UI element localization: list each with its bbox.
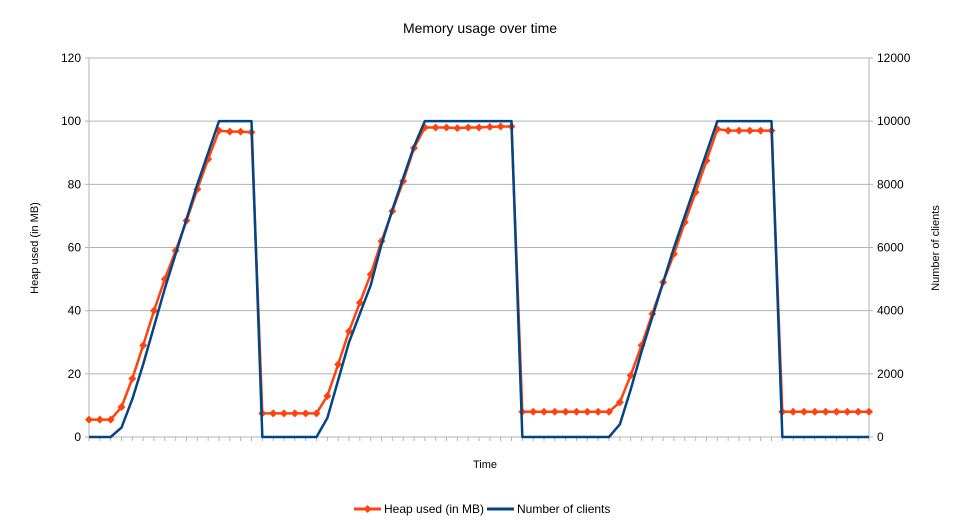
y-axis-label: Heap used (in MB) xyxy=(29,202,41,294)
heap-point xyxy=(572,407,581,416)
heap-point xyxy=(128,374,137,383)
heap-point xyxy=(312,409,321,418)
legend-diamond-icon xyxy=(363,505,372,513)
x-axis-label: Time xyxy=(473,459,497,471)
y2-tick-label: 8000 xyxy=(877,177,904,191)
y-tick-label: 120 xyxy=(61,51,81,65)
heap-point xyxy=(236,127,245,136)
heap-point xyxy=(626,371,635,380)
heap-point xyxy=(431,123,440,132)
chart-title: Memory usage over time xyxy=(403,20,557,36)
y2-axis-label: Number of clients xyxy=(930,205,942,291)
heap-point xyxy=(865,407,873,416)
y-tick-label: 60 xyxy=(68,241,82,255)
heap-point xyxy=(605,407,613,416)
y-tick-label: 0 xyxy=(74,430,81,444)
heap-point xyxy=(821,407,830,416)
heap-point xyxy=(334,360,343,369)
y-tick-label: 80 xyxy=(68,177,82,191)
heap-point xyxy=(724,126,733,135)
heap-point xyxy=(810,407,819,416)
heap-point xyxy=(95,415,104,424)
heap-point xyxy=(496,122,505,131)
y2-tick-label: 12000 xyxy=(877,51,911,65)
heap-point xyxy=(150,306,158,315)
legend: Heap used (in MB) Number of clients xyxy=(354,502,610,516)
heap-point xyxy=(561,407,570,416)
y-tick-label: 100 xyxy=(61,114,81,128)
heap-point xyxy=(615,398,624,407)
y2-tick-label: 10000 xyxy=(877,114,911,128)
heap-point xyxy=(269,409,278,418)
heap-point xyxy=(475,123,483,132)
heap-point xyxy=(280,409,288,418)
heap-point xyxy=(594,407,603,416)
legend-item-heap: Heap used (in MB) xyxy=(354,502,484,516)
heap-point xyxy=(756,126,765,135)
y2-tick-label: 2000 xyxy=(877,367,904,381)
heap-point xyxy=(355,298,364,307)
heap-point xyxy=(464,123,473,132)
heap-point xyxy=(215,126,223,135)
heap-point xyxy=(832,407,841,416)
y2-tick-label: 4000 xyxy=(877,304,904,318)
heap-point xyxy=(345,327,353,336)
y-tick-label: 40 xyxy=(68,304,82,318)
heap-point xyxy=(745,126,754,135)
heap-point xyxy=(453,124,462,133)
y-tick-label: 20 xyxy=(68,367,82,381)
heap-point xyxy=(550,407,559,416)
heap-point xyxy=(843,407,852,416)
heap-point xyxy=(485,122,494,131)
legend-clients-label: Number of clients xyxy=(517,502,610,516)
heap-point xyxy=(290,409,299,418)
heap-point xyxy=(323,391,332,400)
heap-line xyxy=(89,125,869,421)
heap-point xyxy=(800,407,808,416)
clients-line xyxy=(89,119,869,439)
y2-tick-label: 6000 xyxy=(877,241,904,255)
heap-point xyxy=(301,409,310,418)
y2-tick-label: 0 xyxy=(877,430,884,444)
heap-point xyxy=(789,407,798,416)
heap-point xyxy=(106,415,115,424)
heap-point xyxy=(85,415,93,424)
heap-point xyxy=(117,402,126,411)
legend-item-clients: Number of clients xyxy=(487,502,610,516)
heap-point xyxy=(540,407,548,416)
heap-point xyxy=(225,127,234,136)
legend-heap-label: Heap used (in MB) xyxy=(384,502,484,516)
heap-point xyxy=(583,407,592,416)
heap-point xyxy=(139,341,148,350)
heap-point xyxy=(854,407,863,416)
heap-point xyxy=(735,126,743,135)
heap-point xyxy=(529,407,538,416)
heap-point xyxy=(442,123,451,132)
